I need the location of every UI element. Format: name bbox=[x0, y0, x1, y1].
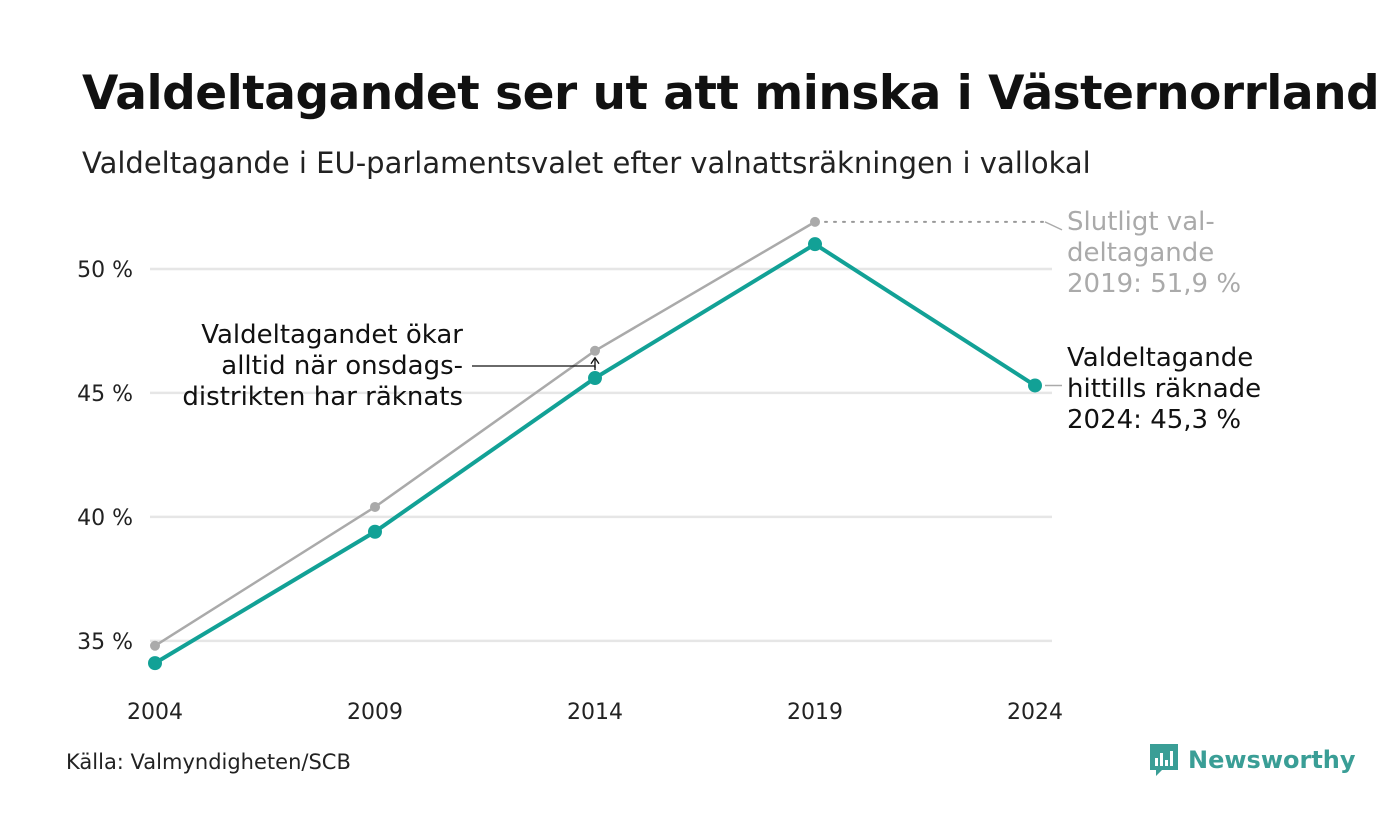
chart-subtitle: Valdeltagande i EU-parlamentsvalet efter… bbox=[82, 146, 1091, 180]
chart-title: Valdeltagandet ser ut att minska i Väste… bbox=[82, 66, 1380, 121]
x-tick-label: 2004 bbox=[127, 700, 183, 725]
y-tick-label: 50 % bbox=[77, 258, 133, 283]
data-points bbox=[148, 216, 1042, 671]
y-tick-label: 40 % bbox=[77, 506, 133, 531]
gray-series-line bbox=[154, 220, 816, 647]
gray-data-point bbox=[810, 216, 820, 227]
teal-series-line bbox=[153, 242, 1037, 665]
gray-data-point bbox=[370, 501, 380, 512]
teal-data-point bbox=[148, 656, 162, 671]
series-lines bbox=[153, 220, 1037, 665]
y-tick-label: 35 % bbox=[77, 630, 133, 655]
x-tick-label: 2014 bbox=[567, 700, 623, 725]
wednesday-districts-annotation: Valdeltagandet ökar alltid när onsdags-di… bbox=[182, 320, 463, 412]
teal-data-point bbox=[588, 371, 602, 386]
x-tick-label: 2024 bbox=[1007, 700, 1063, 725]
source-note: Källa: Valmyndigheten/SCB bbox=[66, 750, 351, 774]
grid-lines bbox=[150, 267, 1052, 643]
leader-tick bbox=[1044, 221, 1063, 231]
x-tick-label: 2019 bbox=[787, 700, 843, 725]
newsworthy-logo-icon bbox=[1150, 744, 1178, 776]
annotations: Slutligt val-deltagande 2019: 51,9 % Valde… bbox=[182, 207, 1261, 435]
x-axis-tick-labels: 2004 2009 2014 2019 2024 bbox=[127, 700, 1063, 725]
teal-data-point bbox=[1028, 378, 1042, 393]
annotation-arrowhead bbox=[590, 356, 600, 365]
gray-data-point bbox=[590, 345, 600, 356]
current-turnout-annotation: Valdeltagande hittills räknade 2024: 45,3 … bbox=[1067, 343, 1261, 435]
x-tick-label: 2009 bbox=[347, 700, 403, 725]
y-tick-label: 45 % bbox=[77, 382, 133, 407]
teal-data-point bbox=[808, 237, 822, 252]
brand-name: Newsworthy bbox=[1188, 746, 1356, 774]
y-axis-tick-labels: 35 % 40 % 45 % 50 % bbox=[77, 258, 133, 655]
gray-data-point bbox=[150, 640, 160, 651]
brand-logo: Newsworthy bbox=[1148, 742, 1356, 778]
teal-data-point bbox=[368, 524, 382, 539]
final-turnout-annotation: Slutligt val-deltagande 2019: 51,9 % bbox=[1067, 207, 1241, 299]
annotation-connector bbox=[472, 365, 596, 369]
